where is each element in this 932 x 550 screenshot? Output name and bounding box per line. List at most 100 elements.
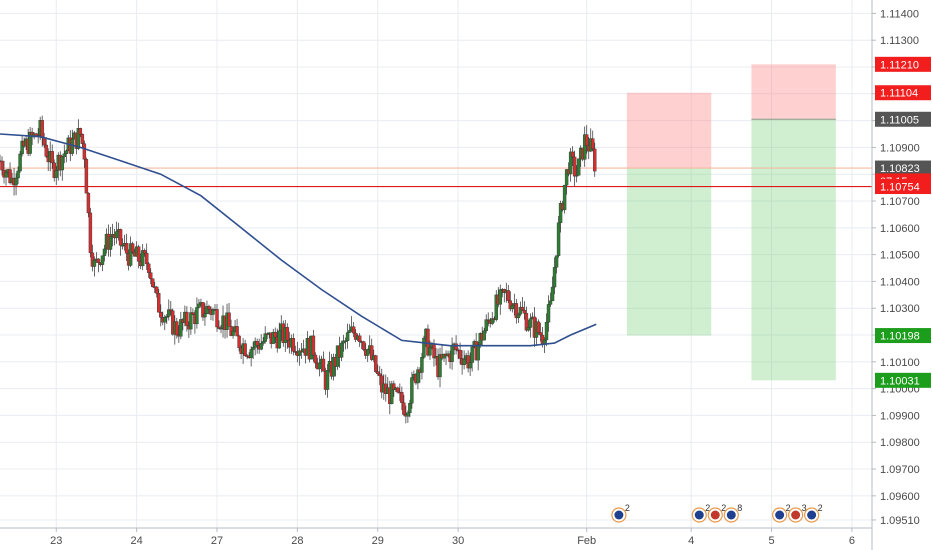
candle-up: [468, 362, 472, 369]
candle-up: [462, 358, 466, 365]
candle-down: [593, 148, 597, 172]
price-tick-label: 1.09900: [880, 410, 920, 422]
price-tick-label: 1.11400: [880, 8, 919, 20]
time-tick-label: 6: [849, 535, 855, 547]
candle-down: [235, 326, 239, 337]
time-tick-label: 24: [131, 535, 143, 547]
price-tag-box: [875, 85, 931, 101]
candle-up: [60, 156, 64, 171]
candle-down: [285, 327, 290, 341]
time-tick-label: 27: [211, 535, 223, 547]
candle-up: [259, 343, 263, 350]
event-count: 2: [625, 503, 630, 513]
candle-up: [484, 319, 488, 332]
candle-up: [249, 349, 253, 358]
price-tick-label: 1.10300: [880, 303, 920, 315]
price-tag-label: 1.11005: [880, 114, 919, 126]
candle-down: [44, 144, 48, 157]
candle-down: [159, 312, 163, 318]
candle-down: [454, 343, 458, 351]
candle-up: [390, 383, 394, 404]
event-count: 2: [818, 503, 823, 513]
price-tag-label: 1.10823: [880, 163, 920, 175]
candle-up: [562, 184, 567, 211]
candle-up: [422, 337, 426, 358]
candle-down: [402, 402, 406, 415]
candle-up: [410, 377, 414, 404]
candle-up: [442, 353, 446, 359]
candle-up: [251, 347, 255, 350]
candle-down: [191, 312, 195, 315]
candle-down: [376, 371, 380, 374]
candle-up: [518, 306, 523, 315]
price-tag-box: [875, 372, 931, 388]
position-zones: [626, 64, 836, 381]
candle-down: [118, 229, 123, 246]
candle-up: [203, 313, 207, 318]
price-tag-label: 1.10754: [880, 182, 920, 194]
candle-up: [345, 332, 350, 341]
candle-down: [255, 341, 259, 346]
candle-down: [351, 326, 356, 334]
candle-down: [321, 358, 326, 372]
candle-down: [157, 293, 161, 313]
time-tick-label: 4: [688, 535, 694, 547]
candle-down: [124, 243, 129, 254]
time-tick-label: Feb: [577, 535, 596, 547]
candle-down: [508, 300, 513, 310]
candle-up: [582, 134, 587, 160]
candle-down: [142, 250, 147, 254]
flag-icon: [726, 510, 736, 520]
candle-up: [195, 307, 199, 325]
candle-down: [86, 192, 91, 214]
candle-down: [130, 243, 135, 253]
candle-up: [554, 255, 559, 268]
candle-up: [108, 236, 113, 250]
flag-icon: [807, 510, 817, 520]
candle-up: [271, 332, 275, 344]
candle-down: [84, 159, 89, 194]
candle-up: [14, 177, 18, 186]
candle-up: [494, 294, 498, 320]
time-axis[interactable]: 23 24 27 28 29 30 Feb 4 5 6: [0, 527, 872, 547]
candle-down: [466, 355, 470, 369]
price-tag-label: 1.10031: [880, 375, 920, 387]
candle-down: [520, 306, 525, 311]
candle-up: [528, 318, 533, 328]
stop-loss-zone: [626, 92, 712, 169]
candle-up: [482, 330, 486, 341]
candle-up: [197, 303, 201, 308]
candle-up: [219, 328, 223, 330]
event-count: 8: [737, 503, 742, 513]
candle-up: [18, 153, 22, 172]
candle-down: [584, 134, 589, 146]
candle-up: [416, 369, 420, 384]
candle-up: [62, 153, 66, 158]
candle-up: [438, 354, 442, 378]
candle-up: [408, 402, 412, 413]
price-axis[interactable]: 1.114001.113001.112001.111001.110001.109…: [871, 0, 920, 550]
price-tag-label: 1.11210: [880, 59, 919, 71]
candle-up: [470, 346, 474, 363]
candle-up: [556, 222, 561, 256]
take-profit-zone: [626, 168, 712, 336]
candle-down: [400, 392, 404, 403]
economic-events: 2 2 2 8 2 3 2: [611, 503, 823, 523]
candle-down: [374, 355, 378, 372]
candle-down: [8, 169, 12, 184]
candle-down: [486, 319, 490, 321]
candle-up: [510, 304, 515, 310]
price-tag-box: [875, 160, 931, 176]
candle-down: [426, 328, 430, 356]
candlestick-series: [0, 115, 597, 424]
candle-down: [144, 252, 149, 265]
candle-down: [40, 120, 44, 138]
candle-down: [458, 349, 462, 359]
candle-up: [428, 347, 432, 356]
candle-up: [552, 267, 557, 288]
candle-down: [217, 326, 221, 329]
candle-down: [90, 252, 95, 267]
candle-down: [227, 312, 231, 327]
candle-down: [80, 133, 85, 144]
